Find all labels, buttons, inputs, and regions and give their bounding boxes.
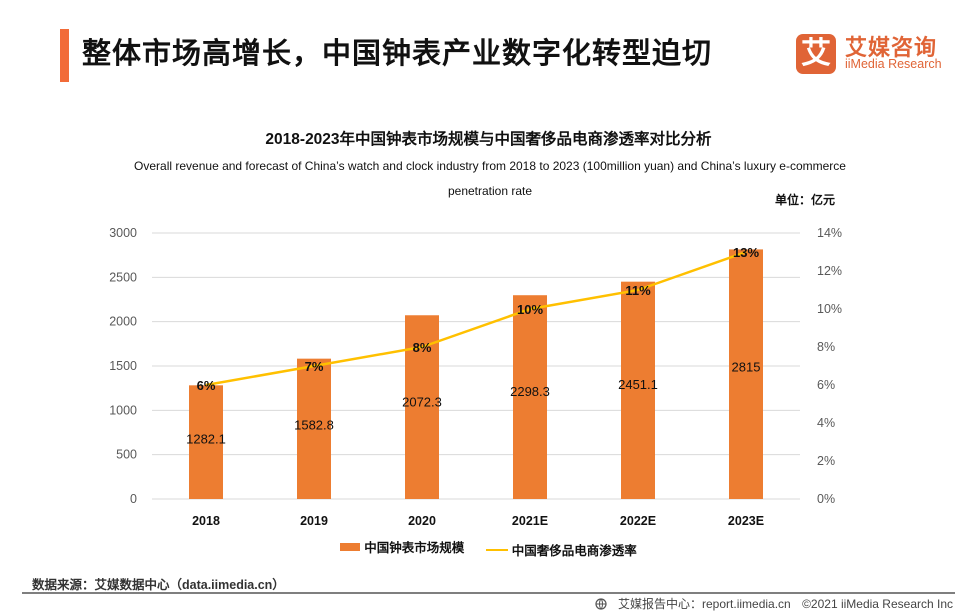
title-accent-bar [60,29,69,82]
line-point [313,365,315,367]
bar [189,385,223,499]
x-tick-label: 2023E [728,514,764,528]
bar-value-label: 2072.3 [402,395,442,410]
penetration-line [205,250,747,387]
report-center-link: 艾媒报告中心：report.iimedia.cn [618,597,791,611]
legend-line-swatch [485,548,508,551]
globe-icon [595,598,607,610]
gridlines [152,232,800,500]
bar-value-label: 1282.1 [186,432,226,447]
right-y-tick-label: 14% [817,226,842,240]
bar-series [189,249,763,499]
x-axis: 2018 2019 2020 2021E 2022E 2023E [192,514,764,528]
bar-value-label: 2451.1 [618,377,658,392]
line-value-label: 7% [305,359,324,374]
data-labels: 1282.1 1582.8 2072.3 2298.3 2451.1 2815 6% 7% 8%… [186,245,760,447]
logo-name-en: iiMedia Research [845,57,942,71]
page-title: 整体市场高增长，中国钟表产业数字化转型迫切 [82,38,713,70]
right-y-tick-label: 8% [817,340,835,354]
line-value-label: 10% [517,302,543,317]
left-y-tick-label: 1500 [109,359,137,373]
line-value-label: 13% [733,245,759,260]
line-point [421,346,423,348]
bar-value-label: 2815 [732,360,761,375]
legend-item-penetration: 中国奢侈品电商渗透率 [485,540,637,559]
legend-label-market-size: 中国钟表市场规模 [364,541,465,555]
x-tick-label: 2020 [408,514,436,528]
right-y-tick-label: 0% [817,492,835,506]
chart-subtitle: Overall revenue and forecast of China’s … [134,159,846,198]
footer-divider [22,592,955,594]
right-y-tick-label: 2% [817,454,835,468]
bar-value-label: 1582.8 [294,418,334,433]
data-source: 数据来源：艾媒数据中心（data.iimedia.cn） [32,578,285,592]
legend-label-penetration: 中国奢侈品电商渗透率 [511,544,637,558]
logo-name-cn: 艾媒咨询 [845,35,938,60]
left-y-axis: 0 500 1000 1500 2000 2500 3000 [109,226,137,506]
right-y-axis: 0% 2% 4% 6% 8% 10% 12% 14% [817,226,842,506]
bar [513,295,547,499]
line-value-label: 11% [625,283,651,298]
line-series [205,250,747,387]
legend-bar-swatch [340,542,361,551]
right-y-tick-label: 10% [817,302,842,316]
x-tick-label: 2019 [300,514,328,528]
chart-title: 2018-2023年中国钟表市场规模与中国奢侈品电商渗透率对比分析 [265,131,712,148]
line-point [205,384,207,386]
line-value-label: 6% [197,378,216,393]
left-y-tick-label: 2000 [109,315,137,329]
right-y-tick-label: 12% [817,264,842,278]
x-tick-label: 2022E [620,514,656,528]
legend: 中国钟表市场规模 中国奢侈品电商渗透率 [0,537,977,559]
bar [297,358,331,499]
right-y-tick-label: 4% [817,416,835,430]
unit-label: 单位：亿元 [775,193,836,207]
bar [621,281,655,499]
line-point [745,251,747,253]
logo-mark-icon: 艾 [796,34,836,74]
x-tick-label: 2021E [512,514,548,528]
line-point [637,289,639,291]
line-value-label: 8% [413,340,432,355]
bar-value-label: 2298.3 [510,384,550,399]
bar [729,249,763,499]
legend-item-market-size: 中国钟表市场规模 [340,537,464,556]
footer: 艾媒报告中心：report.iimedia.cn ©2021 iiMedia R… [595,595,953,612]
x-tick-label: 2018 [192,514,220,528]
right-y-tick-label: 6% [817,378,835,392]
left-y-tick-label: 2500 [109,270,137,284]
left-y-tick-label: 1000 [109,403,137,417]
left-y-tick-label: 3000 [109,226,137,240]
left-y-tick-label: 500 [116,448,137,462]
line-point [529,308,531,310]
left-y-tick-label: 0 [130,492,137,506]
copyright: ©2021 iiMedia Research Inc [802,597,953,611]
